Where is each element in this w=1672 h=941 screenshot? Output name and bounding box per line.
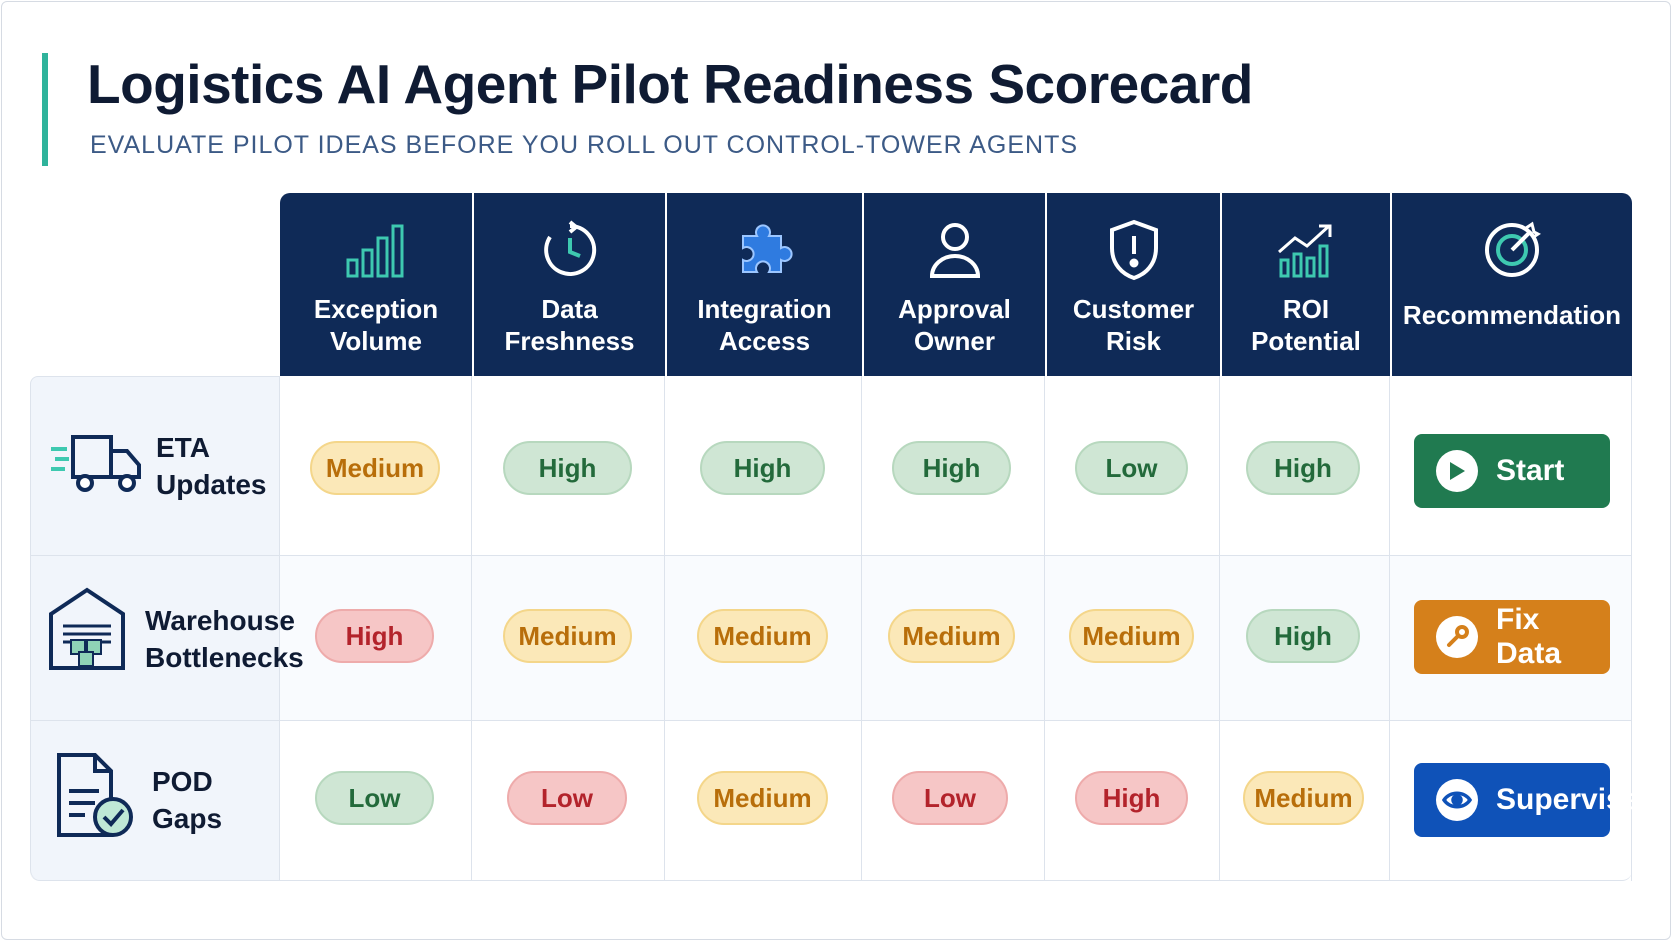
- score-pill: Medium: [1243, 771, 1364, 825]
- column-header-label: Customer: [1072, 294, 1195, 324]
- column-header-label: Recommendation: [1402, 300, 1622, 330]
- eye-icon: [1436, 779, 1478, 821]
- column-header-approval-owner: Approval Owner: [862, 193, 1045, 376]
- title-accent-bar: [42, 53, 48, 166]
- truck-icon: [49, 431, 143, 497]
- shield-alert-icon: [1106, 219, 1162, 281]
- supervise-button-label: Supervise: [1496, 783, 1640, 816]
- warehouse-icon: [47, 586, 127, 672]
- column-divider: [1044, 376, 1045, 881]
- column-divider: [1389, 376, 1390, 881]
- score-pill: Low: [507, 771, 627, 825]
- score-pill: High: [1075, 771, 1188, 825]
- row-label: Warehouse: [145, 605, 295, 636]
- column-header-label: Approval: [898, 294, 1011, 324]
- column-header-label: Integration: [697, 294, 832, 324]
- start-button[interactable]: Start: [1414, 434, 1610, 508]
- column-header-label: Owner: [914, 326, 995, 356]
- score-pill: High: [315, 609, 434, 663]
- column-header-customer-risk: Customer Risk: [1045, 193, 1220, 376]
- row-label: ETA: [156, 432, 210, 463]
- table-row: Warehouse Bottlenecks: [30, 555, 1632, 720]
- page-subtitle: EVALUATE PILOT IDEAS BEFORE YOU ROLL OUT…: [90, 131, 1079, 159]
- row-header-warehouse-bottlenecks: Warehouse Bottlenecks: [30, 556, 304, 720]
- score-pill: Medium: [310, 441, 440, 495]
- row-label: Gaps: [152, 803, 223, 834]
- column-header-roi-potential: ROI Potential: [1220, 193, 1390, 376]
- row-label: Updates: [156, 469, 267, 500]
- score-pill: High: [1246, 441, 1360, 495]
- fix-data-button[interactable]: Fix Data: [1414, 600, 1610, 674]
- row-header-eta-updates: ETA Updates: [30, 376, 280, 555]
- wrench-icon: [1436, 616, 1478, 658]
- score-pill: Medium: [1069, 609, 1194, 663]
- score-pill: Medium: [888, 609, 1015, 663]
- column-header-label: Freshness: [504, 326, 635, 356]
- score-pill: High: [892, 441, 1011, 495]
- column-header-label: ROI: [1282, 294, 1330, 324]
- score-pill: High: [1246, 609, 1360, 663]
- puzzle-icon: [735, 219, 795, 281]
- column-header-label: Exception: [313, 294, 439, 324]
- target-icon: [1482, 219, 1542, 281]
- score-pill: Medium: [697, 609, 828, 663]
- table-row: ETA Updates: [30, 376, 1632, 555]
- column-header-exception-volume: Exception Volume: [280, 193, 472, 376]
- column-divider: [664, 376, 665, 881]
- page-title: Logistics AI Agent Pilot Readiness Score…: [87, 53, 1253, 115]
- column-header-label: Access: [718, 326, 811, 356]
- column-divider: [471, 376, 472, 881]
- column-header-data-freshness: Data Freshness: [472, 193, 665, 376]
- row-label: POD: [152, 766, 213, 797]
- clock-refresh-icon: [540, 219, 600, 281]
- fix-data-button-label: Fix Data: [1496, 603, 1562, 670]
- supervise-button[interactable]: Supervise: [1414, 763, 1639, 837]
- bar-chart-icon: [344, 219, 408, 281]
- column-header-label: Risk: [1106, 326, 1161, 356]
- column-header-label: Volume: [330, 326, 422, 356]
- column-divider: [1219, 376, 1220, 881]
- table-row: POD Gaps: [30, 720, 1632, 881]
- score-pill: Low: [892, 771, 1008, 825]
- document-check-icon: [53, 751, 137, 843]
- column-divider: [861, 376, 862, 881]
- column-header-label: Potential: [1251, 326, 1361, 356]
- start-button-label: Start: [1496, 454, 1565, 487]
- column-header-label: Data: [541, 294, 598, 324]
- trend-up-icon: [1275, 219, 1337, 281]
- score-pill: Low: [1075, 441, 1188, 495]
- column-header-recommendation: Recommendation: [1390, 193, 1632, 376]
- column-header-integration-access: Integration Access: [665, 193, 862, 376]
- scorecard-header: Exception Volume Data Freshness Integratio…: [280, 193, 1632, 376]
- column-divider: [1631, 376, 1632, 881]
- play-icon: [1436, 450, 1478, 492]
- user-icon: [927, 219, 983, 281]
- score-pill: Medium: [503, 609, 632, 663]
- score-pill: High: [700, 441, 825, 495]
- score-pill: High: [503, 441, 632, 495]
- row-label: Bottlenecks: [145, 642, 304, 673]
- row-header-pod-gaps: POD Gaps: [30, 721, 280, 880]
- score-pill: Low: [315, 771, 434, 825]
- score-pill: Medium: [697, 771, 828, 825]
